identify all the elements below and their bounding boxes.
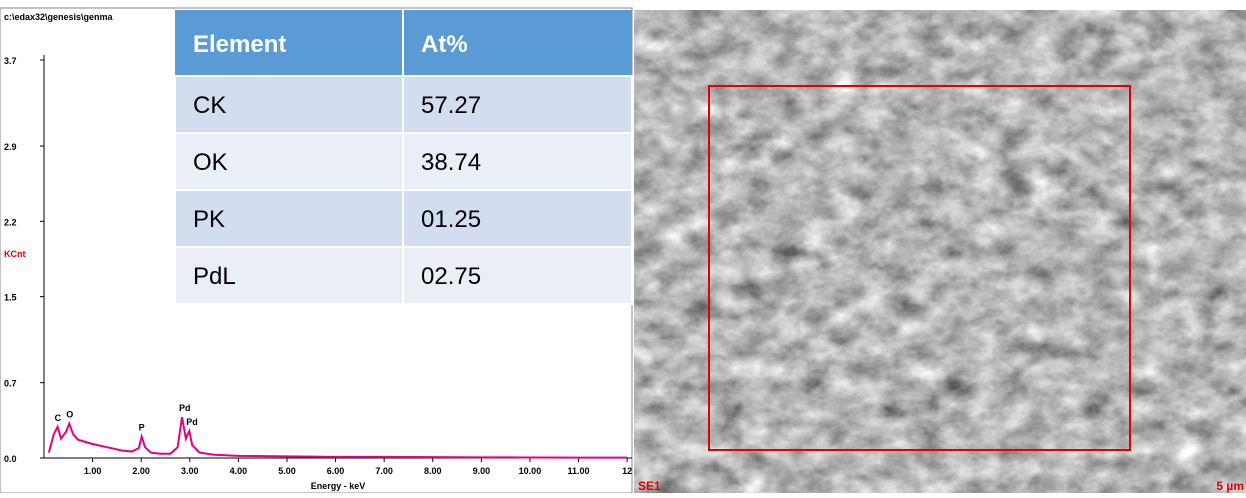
peak-label: Pd [186,417,198,427]
x-tick-label: 1.00 [84,466,102,476]
sem-texture [634,10,1246,493]
y-tick-label: 3.7 [4,56,17,66]
table-cell: PK [193,206,225,233]
table-cell: 02.75 [421,263,481,290]
x-tick-label: 3.00 [181,466,199,476]
x-tick-label: 12 [622,466,632,476]
x-tick-label: 6.00 [327,466,345,476]
y-tick-label: 1.5 [4,293,17,303]
table-cell: CK [193,92,226,119]
table-cell: 01.25 [421,206,481,233]
sem-image: SE1 5 µm [634,10,1246,493]
x-tick-label: 9.00 [473,466,491,476]
y-tick-label: 2.2 [4,217,17,227]
table: Element At% CK 57.27 OK 38.74 PK 01.25 PdL 02.75 [175,10,632,304]
x-tick-label: 11.00 [568,466,590,476]
y-tick-label: 0.7 [4,379,17,389]
peak-label: C [55,413,62,423]
table-cell: PdL [193,263,236,290]
y-axis-label: KCnt [4,249,26,259]
table-header: At% [421,31,468,58]
peak-label: P [139,422,145,432]
peak-label: O [66,410,73,420]
figure: c:\edax32\genesis\genma KCnt Energy - ke… [0,0,1246,493]
table-header: Element [193,31,286,58]
x-tick-label: 5.00 [278,466,296,476]
image-label: SE1 [638,479,661,493]
page: c:\edax32\genesis\genma KCnt Energy - ke… [0,0,1246,493]
chart-title: c:\edax32\genesis\genma [4,12,114,22]
x-tick-label: 10.00 [519,466,542,476]
x-axis-label: Energy - keV [311,481,366,491]
table-cell: 38.74 [421,149,481,176]
x-tick-label: 7.00 [375,466,393,476]
y-tick-label: 2.9 [4,142,17,152]
x-tick-label: 2.00 [132,466,150,476]
y-tick-label: 0.0 [4,454,17,464]
table-cell: 57.27 [421,92,481,119]
table-cell: OK [193,149,228,176]
x-tick-label: 8.00 [424,466,442,476]
peak-label: Pd [179,403,191,413]
scale-label: 5 µm [1216,479,1244,493]
x-tick-label: 4.00 [230,466,248,476]
